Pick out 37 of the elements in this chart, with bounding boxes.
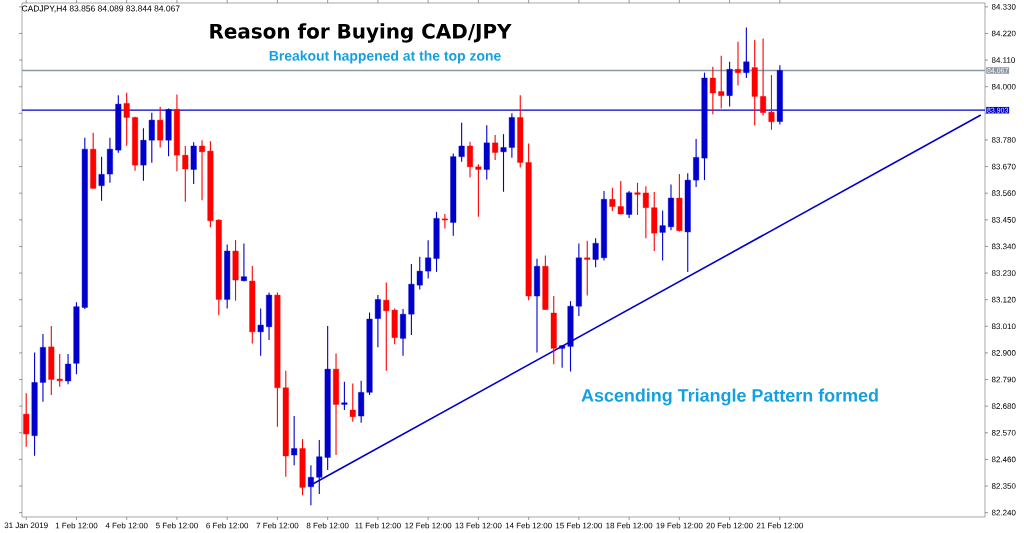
text: Reason for Buying CAD/JPY <box>210 23 512 43</box>
candlestick <box>475 163 482 218</box>
candlestick <box>550 295 557 365</box>
candlestick <box>542 254 549 311</box>
candlestick <box>492 134 499 161</box>
candlestick <box>299 438 306 496</box>
candlestick <box>483 124 490 180</box>
candlestick <box>592 237 599 268</box>
candlestick <box>718 55 725 110</box>
candlestick <box>349 382 356 423</box>
candlestick <box>684 172 691 273</box>
candlestick <box>224 243 231 309</box>
candlestick <box>257 307 264 357</box>
candlestick <box>441 213 448 230</box>
candlestick <box>584 240 591 297</box>
annotation: Ascending Triangle Pattern formed <box>581 388 878 406</box>
annotation: Breakout happened at the top zone <box>269 50 501 64</box>
candlestick <box>190 141 197 185</box>
candlestick <box>709 66 716 115</box>
candlestick <box>743 26 750 79</box>
candlestick <box>676 173 683 232</box>
candlestick <box>291 415 298 466</box>
annotation: CADJPY,H4 83.856 84.089 83.844 84.067 <box>21 5 180 13</box>
candlestick <box>123 92 130 147</box>
candlestick <box>726 61 733 108</box>
candlestick <box>659 210 666 262</box>
candlestick <box>182 145 189 203</box>
candlestick <box>751 39 758 126</box>
candlestick <box>341 381 348 411</box>
candlestick <box>157 106 164 149</box>
candlestick <box>90 132 97 190</box>
candlestick <box>98 156 105 202</box>
candlestick <box>23 392 30 448</box>
candlestick <box>31 351 38 457</box>
candlestick <box>232 239 239 302</box>
candlestick <box>249 265 256 345</box>
candlestick <box>651 191 658 252</box>
